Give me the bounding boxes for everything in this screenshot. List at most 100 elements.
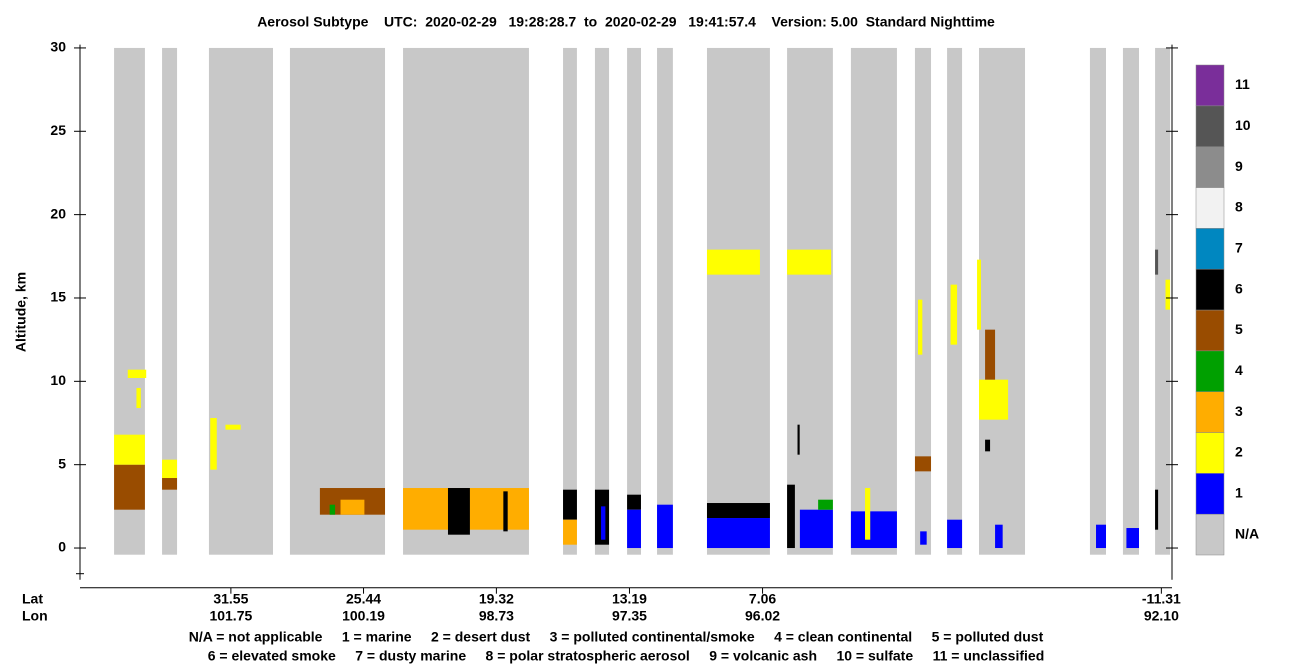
- colorbar-swatch: [1195, 105, 1225, 147]
- na-column: [162, 47, 178, 555]
- aerosol-layer: [114, 434, 145, 465]
- aerosol-layer: [503, 491, 508, 532]
- y-tick-label: 25: [50, 122, 66, 138]
- aerosol-layer: [947, 519, 963, 549]
- na-column: [850, 47, 897, 555]
- x-tick-label: 7.06: [749, 591, 776, 607]
- x-tick-label: 31.55: [213, 591, 248, 607]
- colorbar-swatch: [1195, 391, 1225, 433]
- na-column: [403, 47, 529, 555]
- na-column: [1122, 47, 1140, 555]
- aerosol-layer: [210, 418, 217, 470]
- aerosol-layer: [627, 494, 641, 510]
- aerosol-layer: [979, 379, 1009, 420]
- aerosol-layer: [1096, 524, 1107, 549]
- aerosol-layer: [563, 489, 577, 520]
- x-tick-label: 13.19: [612, 591, 647, 607]
- na-column: [289, 47, 386, 555]
- aerosol-layer: [127, 369, 147, 378]
- aerosol-layer: [447, 488, 470, 535]
- colorbar-label: 9: [1235, 158, 1243, 174]
- lon-tick-label: 98.73: [479, 608, 514, 624]
- colorbar-swatch: [1195, 146, 1225, 188]
- colorbar-label: 11: [1235, 76, 1250, 92]
- lon-tick-label: 96.02: [745, 608, 780, 624]
- aerosol-layer: [818, 499, 833, 510]
- colorbar-label: 2: [1235, 444, 1243, 460]
- legend-line: 6 = elevated smoke 7 = dusty marine 8 = …: [208, 648, 1045, 664]
- aerosol-layer: [657, 504, 673, 549]
- y-tick-label: 0: [58, 539, 66, 555]
- na-column: [787, 47, 833, 555]
- aerosol-layer: [1155, 489, 1159, 530]
- aerosol-layer: [1126, 528, 1140, 549]
- y-tick-label: 15: [50, 289, 66, 305]
- aerosol-layer: [850, 511, 897, 549]
- colorbar-label: 4: [1235, 362, 1243, 378]
- na-column: [594, 47, 610, 555]
- colorbar-swatch: [1195, 309, 1225, 352]
- lon-tick-label: 97.35: [612, 608, 647, 624]
- na-column: [979, 47, 1026, 555]
- colorbar-label: 1: [1235, 484, 1243, 500]
- y-axis-label: Altitude, km: [13, 272, 29, 352]
- aerosol-layer: [914, 456, 932, 472]
- aerosol-layer: [136, 387, 141, 409]
- chart-title: Aerosol Subtype UTC: 2020-02-29 19:28:28…: [257, 14, 995, 30]
- na-column: [208, 47, 273, 555]
- colorbar-label: 5: [1235, 321, 1243, 337]
- lon-tick-label: 92.10: [1144, 608, 1179, 624]
- aerosol-layer: [799, 509, 833, 549]
- aerosol-layer: [995, 524, 1003, 549]
- colorbar-label: N/A: [1235, 525, 1259, 541]
- aerosol-layer: [329, 504, 336, 515]
- lon-tick-label: 101.75: [209, 608, 252, 624]
- aerosol-layer: [225, 424, 241, 430]
- aerosol-layer: [985, 439, 991, 452]
- colorbar-swatch: [1195, 432, 1225, 474]
- aerosol-layer: [1155, 249, 1159, 275]
- colorbar-swatch: [1195, 64, 1225, 107]
- aerosol-layer: [706, 503, 770, 519]
- y-tick-label: 30: [50, 39, 66, 55]
- lon-tick-label: 100.19: [342, 608, 385, 624]
- x-tick-label: 19.32: [479, 591, 514, 607]
- aerosol-layer: [627, 509, 641, 549]
- lat-row-label: Lat: [22, 591, 43, 607]
- aerosol-layer: [340, 499, 365, 515]
- na-column: [627, 47, 641, 555]
- aerosol-layer: [563, 519, 577, 545]
- aerosol-layer: [920, 531, 927, 545]
- aerosol-layer: [977, 259, 981, 330]
- x-tick-label: -11.31: [1142, 591, 1181, 607]
- aerosol-layer: [114, 464, 145, 510]
- aerosol-layer: [950, 284, 958, 345]
- colorbar-label: 10: [1235, 117, 1251, 133]
- aerosol-layer: [797, 424, 800, 455]
- lon-row-label: Lon: [22, 608, 48, 624]
- na-column: [914, 47, 932, 555]
- aerosol-layer: [162, 459, 178, 479]
- na-column: [563, 47, 577, 555]
- aerosol-layer: [706, 518, 770, 549]
- colorbar-swatch: [1195, 228, 1225, 270]
- aerosol-layer: [162, 478, 178, 490]
- y-tick-label: 5: [58, 455, 66, 471]
- aerosol-layer: [601, 506, 606, 540]
- colorbar-label: 6: [1235, 280, 1243, 296]
- colorbar-label: 8: [1235, 199, 1243, 215]
- aerosol-layer: [917, 299, 923, 355]
- y-tick-label: 20: [50, 205, 66, 221]
- na-column: [1089, 47, 1107, 555]
- aerosol-layer: [985, 329, 996, 380]
- colorbar-swatch: [1195, 350, 1225, 392]
- y-tick-label: 10: [50, 372, 66, 388]
- x-tick-label: 25.44: [346, 591, 381, 607]
- aerosol-layer: [787, 484, 795, 549]
- colorbar-swatch: [1195, 268, 1225, 311]
- aerosol-layer: [1165, 279, 1171, 310]
- colorbar-label: 7: [1235, 239, 1243, 255]
- aerosol-layer: [787, 249, 832, 275]
- na-column: [1155, 47, 1171, 555]
